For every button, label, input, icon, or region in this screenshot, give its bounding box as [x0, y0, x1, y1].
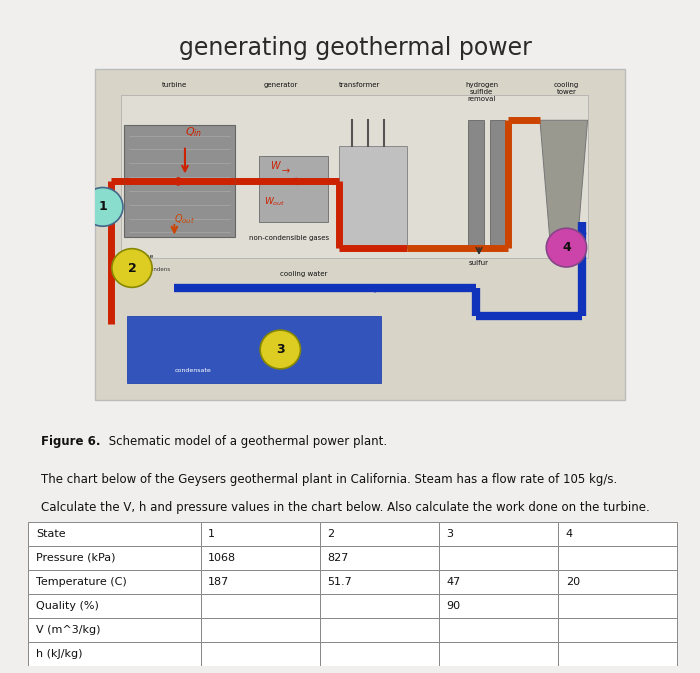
Text: transformer: transformer	[339, 82, 381, 88]
Bar	[439, 522, 558, 546]
Text: cooling
tower: cooling tower	[554, 82, 579, 95]
Text: 4: 4	[566, 528, 573, 538]
Bar	[439, 642, 558, 666]
FancyBboxPatch shape	[124, 125, 235, 238]
Bar	[28, 618, 200, 642]
Bar	[558, 570, 677, 594]
Text: $W_{out}$: $W_{out}$	[265, 195, 286, 208]
Text: Schematic model of a geothermal power plant.: Schematic model of a geothermal power pl…	[105, 435, 387, 448]
Text: V (m^3/kg): V (m^3/kg)	[36, 625, 100, 635]
Text: 51.7: 51.7	[328, 577, 352, 587]
Bar	[439, 546, 558, 570]
Bar	[200, 546, 320, 570]
Text: $Q_{in}$: $Q_{in}$	[185, 126, 202, 139]
Text: Quality (%): Quality (%)	[36, 601, 99, 611]
Bar	[320, 522, 439, 546]
Bar	[558, 594, 677, 618]
Text: hydrogen
sulfide
removal: hydrogen sulfide removal	[465, 82, 498, 102]
Text: sulfur: sulfur	[469, 260, 489, 267]
Bar	[28, 642, 200, 666]
Text: 2: 2	[127, 262, 136, 275]
Text: $\rightarrow$: $\rightarrow$	[280, 166, 292, 176]
Text: cooling water: cooling water	[280, 271, 328, 277]
Text: 47: 47	[447, 577, 461, 587]
Bar	[439, 570, 558, 594]
Text: $W$: $W$	[270, 159, 281, 171]
Text: condense: condense	[124, 254, 155, 259]
Text: condensate: condensate	[174, 368, 211, 374]
Bar	[28, 570, 200, 594]
Bar	[320, 618, 439, 642]
Text: 1068: 1068	[209, 553, 237, 563]
Bar	[439, 594, 558, 618]
Text: condens: condens	[148, 267, 171, 271]
Bar	[320, 594, 439, 618]
Bar	[200, 618, 320, 642]
FancyBboxPatch shape	[339, 146, 407, 248]
Text: $Q_{out}$: $Q_{out}$	[174, 212, 195, 226]
Bar	[28, 522, 200, 546]
Text: Pressure (kPa): Pressure (kPa)	[36, 553, 116, 563]
Text: 1: 1	[209, 528, 216, 538]
FancyBboxPatch shape	[95, 69, 624, 400]
Text: 3: 3	[447, 528, 454, 538]
Text: 20: 20	[566, 577, 580, 587]
FancyBboxPatch shape	[489, 120, 505, 248]
Bar	[558, 642, 677, 666]
Bar	[28, 546, 200, 570]
Circle shape	[83, 188, 123, 226]
Text: 3: 3	[276, 343, 285, 356]
Text: Calculate the V, h and pressure values in the chart below. Also calculate the wo: Calculate the V, h and pressure values i…	[41, 501, 650, 514]
Text: generator: generator	[263, 82, 298, 88]
Polygon shape	[540, 120, 587, 248]
Bar	[28, 594, 200, 618]
Text: Figure 6.: Figure 6.	[41, 435, 100, 448]
Bar	[320, 642, 439, 666]
Text: 187: 187	[209, 577, 230, 587]
Bar	[558, 618, 677, 642]
FancyBboxPatch shape	[121, 95, 587, 258]
Text: non-condensible gases: non-condensible gases	[248, 235, 329, 241]
Bar	[558, 546, 677, 570]
Text: 4: 4	[562, 241, 570, 254]
Circle shape	[546, 228, 587, 267]
Text: State: State	[36, 528, 65, 538]
Text: turbine: turbine	[162, 82, 187, 88]
Text: Temperature (C): Temperature (C)	[36, 577, 127, 587]
Text: 90: 90	[447, 601, 461, 611]
Bar	[439, 618, 558, 642]
Bar	[320, 546, 439, 570]
Bar	[200, 570, 320, 594]
Bar	[200, 522, 320, 546]
Text: 2: 2	[328, 528, 335, 538]
Text: h (kJ/kg): h (kJ/kg)	[36, 649, 83, 660]
Text: 827: 827	[328, 553, 349, 563]
Circle shape	[112, 248, 152, 287]
Text: 1: 1	[99, 201, 107, 213]
FancyBboxPatch shape	[259, 156, 328, 222]
Text: The chart below of the Geysers geothermal plant in California. Steam has a flow : The chart below of the Geysers geotherma…	[41, 474, 617, 487]
Bar	[200, 642, 320, 666]
FancyBboxPatch shape	[127, 316, 381, 383]
FancyBboxPatch shape	[468, 120, 484, 248]
Bar	[200, 594, 320, 618]
Text: generating geothermal power: generating geothermal power	[178, 36, 532, 60]
Circle shape	[260, 330, 300, 369]
Bar	[558, 522, 677, 546]
Bar	[320, 570, 439, 594]
